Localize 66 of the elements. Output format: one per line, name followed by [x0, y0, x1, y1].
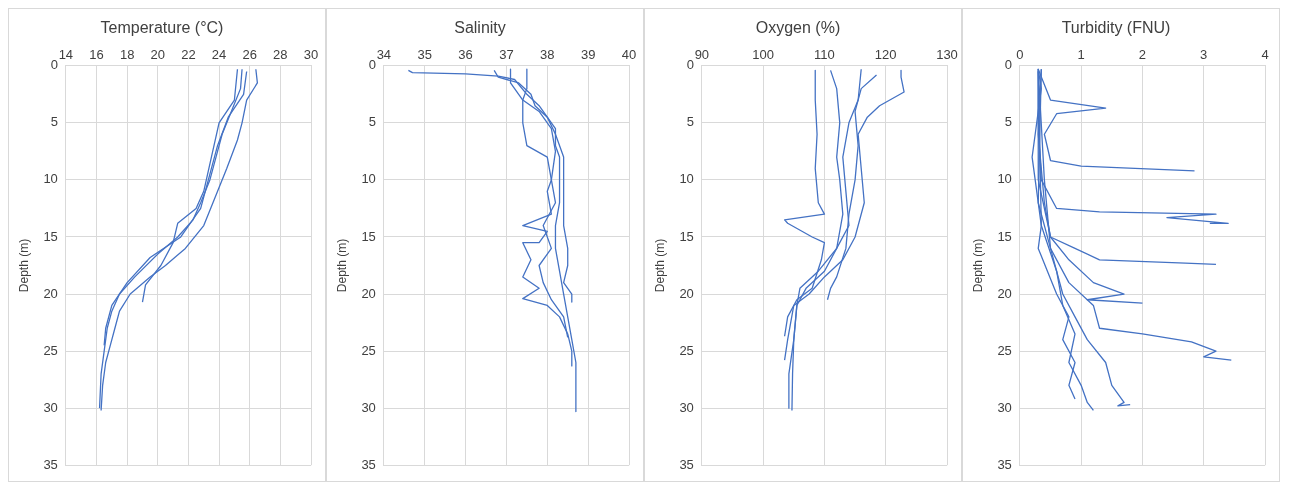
- x-tick-label: 0: [1016, 46, 1024, 62]
- x-tick-label: 40: [621, 46, 637, 62]
- y-tick-label: 0: [50, 57, 58, 73]
- x-tick-label: 16: [89, 46, 104, 62]
- x-tick-label: 18: [119, 46, 135, 62]
- y-tick-label: 5: [1004, 114, 1012, 130]
- y-tick-label: 20: [43, 285, 58, 301]
- y-tick-label: 0: [686, 57, 694, 73]
- x-tick-label: 24: [211, 46, 227, 62]
- y-axis-title: Depth (m): [334, 238, 349, 293]
- y-tick-label: 10: [679, 171, 694, 187]
- x-tick-label: 39: [580, 46, 596, 62]
- y-axis-title: Depth (m): [652, 238, 667, 293]
- y-tick-label: 10: [43, 171, 58, 187]
- y-tick-label: 15: [997, 228, 1012, 244]
- y-tick-label: 5: [686, 114, 694, 130]
- y-tick-label: 20: [361, 285, 376, 301]
- y-tick-label: 5: [368, 114, 376, 130]
- x-tick-label: 20: [150, 46, 166, 62]
- x-tick-label: 110: [814, 46, 835, 62]
- y-tick-label: 25: [679, 342, 694, 358]
- y-tick-label: 5: [50, 114, 58, 130]
- x-tick-label: 22: [181, 46, 196, 62]
- y-tick-label: 35: [361, 456, 376, 472]
- y-tick-label: 15: [679, 228, 694, 244]
- y-tick-label: 20: [997, 285, 1012, 301]
- x-tick-label: 130: [936, 46, 958, 62]
- x-tick-label: 90: [694, 46, 710, 62]
- y-tick-label: 25: [997, 342, 1012, 358]
- y-tick-label: 0: [368, 57, 376, 73]
- chart-title: Temperature (°C): [100, 19, 224, 37]
- x-tick-label: 37: [499, 46, 514, 62]
- chart-title: Salinity: [454, 19, 506, 37]
- x-tick-label: 14: [58, 46, 74, 62]
- x-tick-label: 35: [417, 46, 432, 62]
- y-tick-label: 35: [43, 456, 58, 472]
- y-tick-label: 35: [679, 456, 694, 472]
- y-tick-label: 10: [361, 171, 376, 187]
- y-tick-label: 30: [361, 399, 376, 415]
- chart-title: Turbidity (FNU): [1061, 19, 1171, 37]
- x-tick-label: 30: [303, 46, 319, 62]
- x-tick-label: 4: [1261, 46, 1269, 62]
- y-tick-label: 15: [43, 228, 58, 244]
- x-tick-label: 120: [874, 46, 897, 62]
- x-tick-label: 1: [1077, 46, 1085, 62]
- y-axis-title: Depth (m): [16, 238, 31, 293]
- y-tick-label: 35: [997, 456, 1012, 472]
- y-tick-label: 30: [679, 399, 694, 415]
- x-tick-label: 100: [752, 46, 774, 62]
- y-tick-label: 15: [361, 228, 376, 244]
- x-tick-label: 28: [273, 46, 288, 62]
- y-tick-label: 25: [361, 342, 376, 358]
- y-tick-label: 10: [997, 171, 1012, 187]
- y-axis-title: Depth (m): [970, 238, 985, 293]
- y-tick-label: 30: [43, 399, 58, 415]
- x-tick-label: 26: [242, 46, 257, 62]
- x-tick-label: 2: [1138, 46, 1147, 62]
- y-tick-label: 20: [679, 285, 694, 301]
- x-tick-label: 36: [458, 46, 473, 62]
- y-tick-label: 25: [43, 342, 58, 358]
- x-tick-label: 38: [540, 46, 555, 62]
- x-tick-label: 3: [1200, 46, 1208, 62]
- x-tick-label: 34: [376, 46, 392, 62]
- y-tick-label: 0: [1004, 57, 1012, 73]
- chart-title: Oxygen (%): [755, 19, 841, 37]
- y-tick-label: 30: [997, 399, 1012, 415]
